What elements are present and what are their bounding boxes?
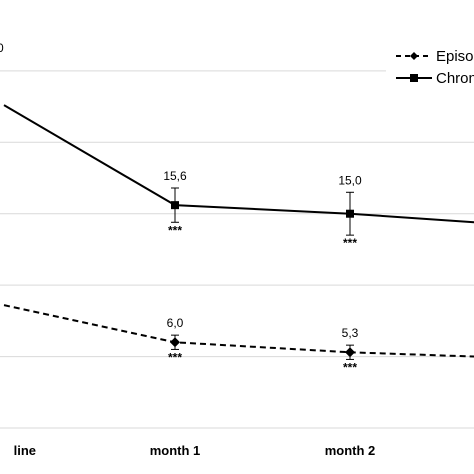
legend-label-chron: Chron (436, 70, 474, 87)
cut-top-left-label: 0 (0, 41, 4, 55)
x-tick-label: month 2 (325, 443, 376, 458)
data-point-diamond (170, 337, 180, 348)
data-point-square (346, 209, 354, 218)
series-layer: 6,0 *** 5,3 *** 15,6 *** 15,0 *** (3, 104, 474, 374)
series-line (3, 104, 474, 224)
series-chron: 15,6 *** 15,0 *** (3, 104, 474, 250)
legend-marker-diamond (410, 52, 418, 60)
x-tick-label: line (14, 443, 36, 458)
data-point-square (171, 201, 179, 210)
significance-label: *** (168, 223, 182, 237)
legend-label-episo: Episo (436, 48, 474, 65)
x-tick-label: month 1 (150, 443, 201, 458)
data-point-diamond (345, 347, 355, 358)
x-tick-labels: line month 1 month 2 (14, 443, 376, 458)
significance-label: *** (168, 350, 182, 364)
significance-label: *** (343, 236, 357, 250)
series-episo: 6,0 *** 5,3 *** (3, 304, 474, 374)
data-label: 5,3 (342, 326, 359, 340)
legend-marker-square (410, 74, 418, 82)
legend: Episo Chron (386, 34, 474, 92)
data-label: 15,6 (163, 169, 187, 183)
grid-lines (0, 70, 474, 358)
data-label: 6,0 (167, 316, 184, 330)
legend-box (386, 34, 474, 92)
significance-label: *** (343, 360, 357, 374)
legend-item-chron: Chron (396, 70, 474, 87)
data-label: 15,0 (338, 173, 362, 187)
series-line (3, 304, 474, 358)
legend-item-episo: Episo (396, 48, 474, 65)
